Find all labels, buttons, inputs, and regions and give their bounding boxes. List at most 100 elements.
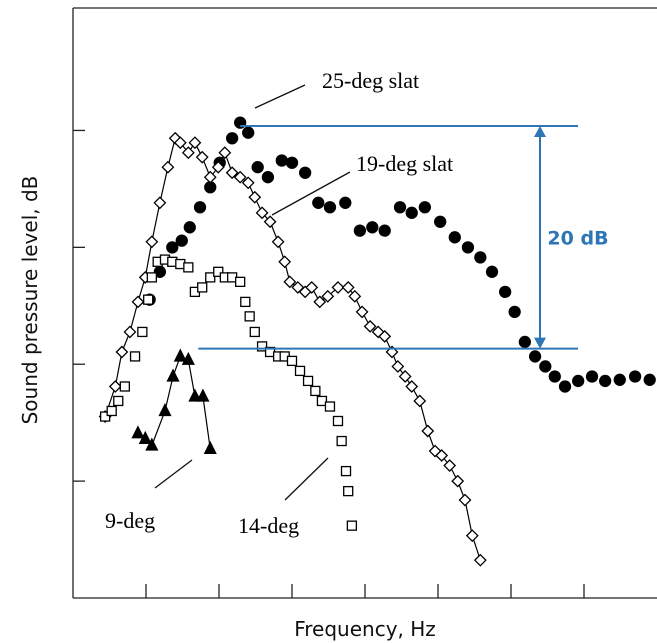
point <box>599 374 612 388</box>
y-axis-label: Sound pressure level, dB <box>18 176 42 425</box>
point <box>225 132 239 145</box>
point <box>421 424 435 438</box>
point <box>474 251 487 264</box>
point <box>181 351 195 365</box>
point <box>298 166 312 179</box>
leader-line <box>284 457 329 501</box>
point <box>137 326 148 338</box>
point <box>324 401 336 412</box>
point <box>278 255 292 269</box>
point <box>283 275 297 289</box>
point <box>181 146 195 160</box>
point <box>193 201 207 214</box>
point <box>473 553 487 567</box>
plot-frame <box>72 7 657 599</box>
point <box>183 262 194 273</box>
point <box>528 350 542 363</box>
series-label: 14-deg <box>238 513 299 538</box>
point <box>378 224 391 237</box>
point <box>310 385 321 397</box>
annotation: 20 dB <box>547 227 608 249</box>
point <box>343 485 354 497</box>
point <box>366 221 379 234</box>
point <box>355 305 369 319</box>
point <box>188 388 202 402</box>
point <box>485 265 499 278</box>
point <box>336 435 347 447</box>
point <box>465 529 479 543</box>
arrow-head <box>534 126 546 137</box>
point <box>175 234 188 247</box>
point <box>286 355 298 367</box>
point <box>499 285 512 299</box>
point <box>312 196 325 209</box>
point <box>391 360 405 373</box>
point <box>213 266 224 277</box>
point <box>302 375 314 387</box>
point <box>305 280 319 294</box>
point <box>331 280 345 294</box>
point <box>263 215 277 229</box>
point <box>428 444 442 458</box>
point <box>145 235 159 249</box>
point <box>321 289 335 303</box>
point <box>218 146 232 160</box>
point <box>628 370 642 383</box>
point <box>643 373 656 386</box>
leader-lines <box>154 84 351 501</box>
point <box>158 403 172 417</box>
point <box>413 394 427 408</box>
point <box>251 161 264 174</box>
point <box>398 370 412 383</box>
point <box>197 282 208 293</box>
point <box>211 160 225 174</box>
point <box>113 395 124 407</box>
point <box>443 459 457 472</box>
x-axis-label: Frequency, Hz <box>294 617 436 641</box>
point <box>129 351 141 362</box>
point <box>233 170 247 184</box>
point <box>458 493 472 507</box>
point <box>285 156 299 169</box>
point <box>385 345 399 359</box>
point <box>585 370 599 383</box>
point <box>248 190 262 204</box>
point <box>316 395 328 407</box>
point <box>340 465 352 477</box>
point <box>434 215 447 228</box>
point <box>161 160 175 174</box>
point <box>106 405 117 417</box>
point <box>225 166 239 180</box>
point <box>196 388 210 402</box>
point <box>341 280 355 294</box>
point <box>153 196 167 210</box>
point <box>123 325 137 339</box>
series-line <box>137 355 211 449</box>
point <box>508 305 521 319</box>
point <box>188 136 202 150</box>
point <box>539 360 552 373</box>
point <box>255 206 269 220</box>
point <box>256 341 268 352</box>
point <box>131 425 145 439</box>
leader-line <box>254 84 306 109</box>
point <box>613 373 626 386</box>
point <box>203 170 217 184</box>
point <box>241 176 255 190</box>
point <box>418 201 432 214</box>
point <box>378 329 392 343</box>
point <box>249 326 260 338</box>
point <box>146 272 157 283</box>
point <box>461 241 475 254</box>
leader-line <box>271 171 351 216</box>
point <box>572 374 585 388</box>
point <box>405 380 419 393</box>
point <box>294 365 306 377</box>
point <box>244 311 255 322</box>
point <box>166 241 179 254</box>
point <box>203 440 217 454</box>
point <box>558 380 572 393</box>
point <box>435 449 449 462</box>
